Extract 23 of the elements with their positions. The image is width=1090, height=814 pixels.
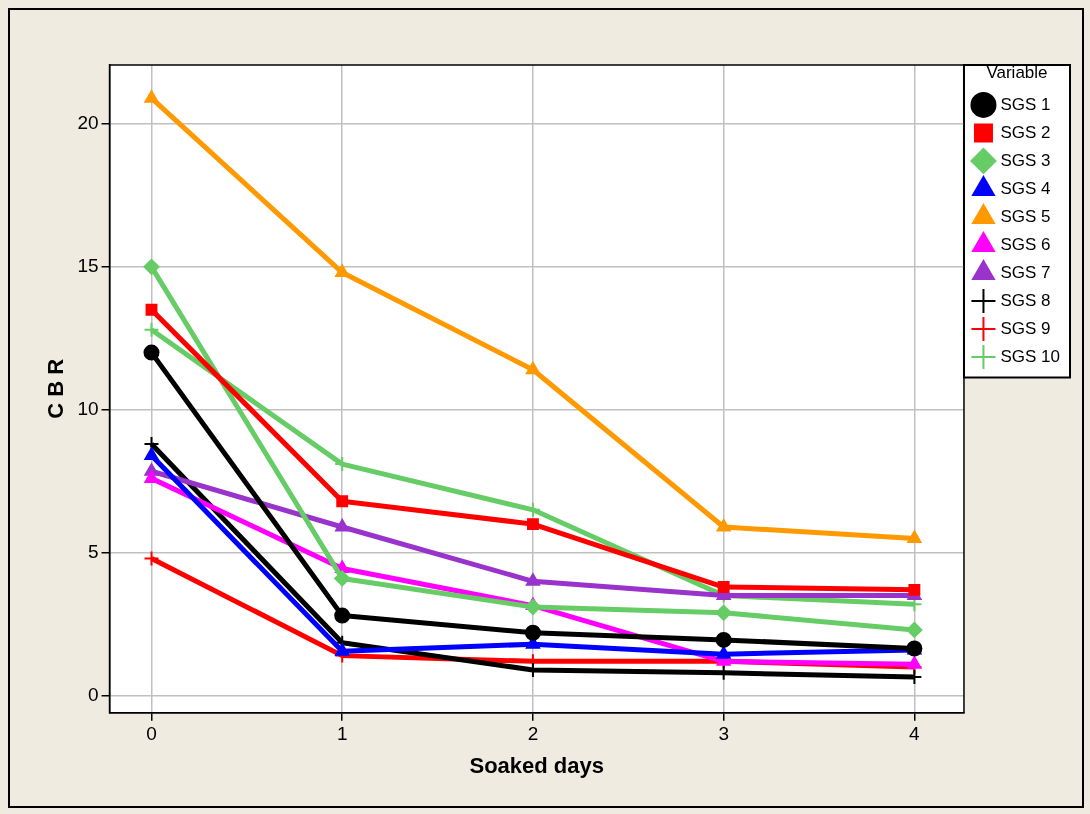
x-tick-label: 4 [909, 723, 921, 745]
x-tick-label: 1 [336, 723, 348, 745]
legend-label: SGS 3 [1000, 150, 1051, 170]
x-tick-label: 2 [527, 723, 539, 745]
legend-label: SGS 5 [1000, 206, 1051, 226]
legend-label: SGS 4 [1000, 178, 1051, 198]
legend-label: SGS 6 [1000, 234, 1051, 254]
x-axis-title: Soaked days [469, 752, 605, 778]
legend-title: Variable [986, 63, 1048, 83]
y-tick-label: 15 [77, 255, 99, 277]
legend-label: SGS 9 [1000, 318, 1051, 338]
y-axis-title: C B R [43, 358, 69, 419]
y-tick-label: 5 [87, 540, 99, 562]
x-tick-label: 3 [718, 723, 729, 745]
legend-label: SGS 7 [1000, 262, 1051, 282]
y-tick-label: 20 [77, 112, 99, 134]
y-tick-label: 10 [77, 398, 99, 419]
x-tick-label: 0 [146, 723, 157, 745]
legend-label: SGS 2 [1000, 122, 1051, 142]
legend-label: SGS 1 [1000, 94, 1051, 114]
legend-label: SGS 10 [1000, 346, 1061, 366]
legend-label: SGS 8 [1000, 290, 1051, 310]
y-tick-label: 0 [87, 683, 99, 705]
